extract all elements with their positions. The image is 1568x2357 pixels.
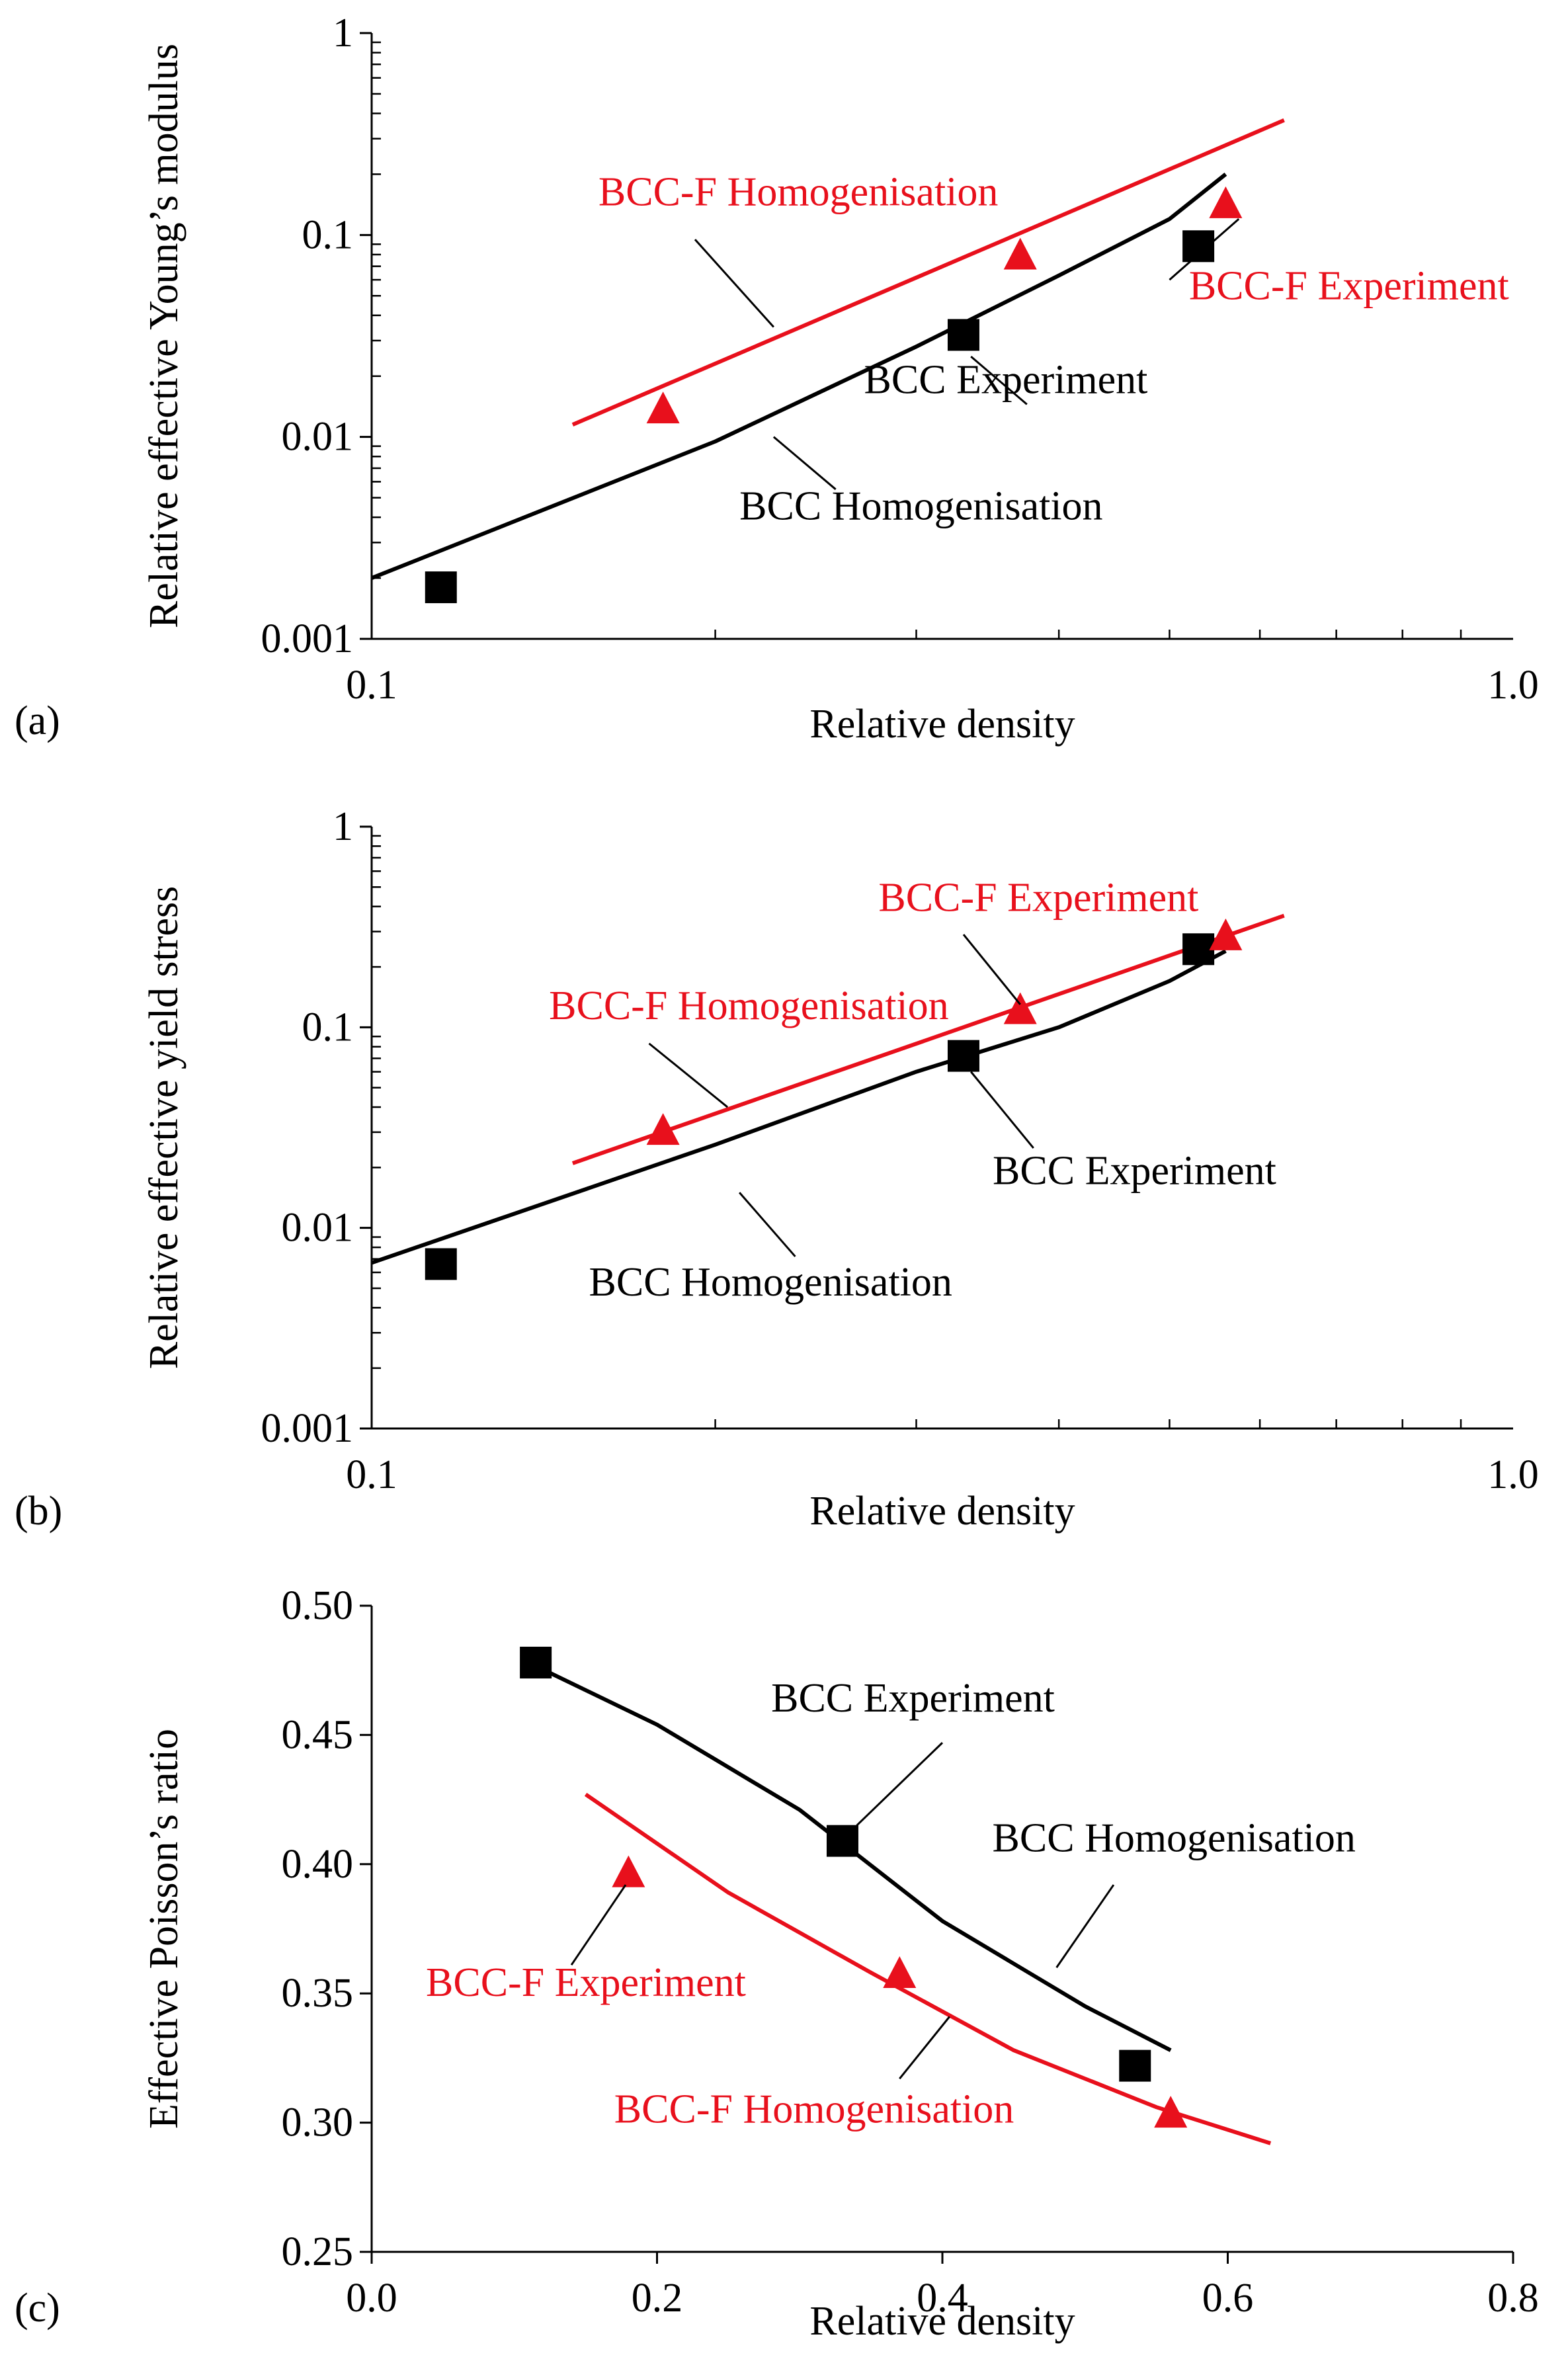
bcc-experiment-annotation: BCC Experiment	[993, 1149, 1276, 1194]
bcc-homogenisation-annotation: BCC Homogenisation	[993, 1815, 1356, 1860]
bcc-experiment-point	[1119, 2049, 1151, 2082]
bcc-f-homogenisation-leader-line	[899, 2016, 950, 2080]
y-tick-label: 1	[333, 11, 353, 56]
bcc-f-experiment-leader-line	[570, 1884, 627, 1966]
bcc-f-homogenisation-leader-line	[648, 1042, 729, 1108]
x-axis-title: Relative density	[809, 1489, 1075, 1534]
bcc-f-experiment-point	[646, 392, 680, 424]
x-tick-label: 0.0	[346, 2276, 397, 2321]
bcc-homogenisation-line	[370, 173, 1227, 580]
x-tick-label: 0.1	[346, 663, 397, 708]
bcc-f-experiment-point	[1209, 918, 1243, 950]
bcc-homogenisation-line	[371, 949, 1227, 1265]
bcc-homogenisation-leader-line	[772, 436, 837, 491]
y-tick-label: 0.45	[282, 1712, 354, 1757]
x-tick-label: 1.0	[1487, 663, 1539, 708]
panel-b-chart: 0.001 0.01 0.1 1 0.1 1.0 Relative density Relat…	[15, 804, 1539, 1534]
bcc-f-experiment-annotation: BCC-F Experiment	[878, 875, 1198, 920]
bcc-f-experiment-point	[1003, 992, 1037, 1024]
bcc-homogenisation-annotation: BCC Homogenisation	[739, 484, 1102, 529]
y-tick-label: 0.01	[282, 1206, 354, 1251]
bcc-experiment-leader-line	[856, 1742, 944, 1827]
y-tick-label: 0.001	[261, 1406, 354, 1451]
y-tick-label: 0.1	[302, 1005, 354, 1050]
bcc-experiment-leader-line	[970, 1071, 1034, 1149]
y-tick-label: 0.001	[261, 616, 354, 661]
x-axis-title: Relative density	[809, 2299, 1075, 2344]
bcc-homogenisation-leader-line	[1055, 1884, 1115, 1968]
bcc-experiment-point	[425, 1248, 457, 1280]
bcc-f-experiment-annotation: BCC-F Experiment	[1189, 264, 1509, 309]
bcc-experiment-annotation: BCC Experiment	[864, 357, 1148, 402]
y-tick-label: 0.1	[302, 212, 354, 257]
y-tick-label: 0.01	[282, 415, 354, 460]
bcc-f-experiment-point	[1209, 186, 1243, 218]
y-tick-label: 0.25	[282, 2229, 354, 2274]
x-tick-label: 0.4	[917, 2276, 968, 2321]
y-axis-title: Relative effective Young’s modulus	[142, 44, 186, 628]
panel-label: (c)	[15, 2286, 60, 2331]
y-tick-label: 0.50	[282, 1583, 354, 1628]
bcc-f-experiment-annotation: BCC-F Experiment	[426, 1960, 746, 2005]
bcc-experiment-point	[520, 1646, 552, 1678]
bcc-experiment-point	[1182, 230, 1215, 263]
bcc-homogenisation-line	[527, 1661, 1172, 2052]
bcc-f-homogenisation-line	[571, 118, 1285, 427]
panel-a-chart: 0.001 0.01 0.1 1 0.1 1.0 Relative density Relat…	[15, 11, 1539, 747]
bcc-f-experiment-leader-line	[962, 934, 1021, 1005]
bcc-f-homogenisation-leader-line	[694, 239, 774, 328]
y-tick-label: 0.35	[282, 1971, 354, 2016]
bcc-f-homogenisation-annotation: BCC-F Homogenisation	[549, 983, 949, 1028]
y-axis-title: Relative effective yield stress	[142, 886, 186, 1370]
panel-c-chart: 0.25 0.30 0.35 0.40 0.45 0.50 0.0 0.2 0.4 0.6 0.8 R…	[15, 1583, 1539, 2344]
bcc-experiment-annotation: BCC Experiment	[771, 1676, 1055, 1721]
panel-label: (b)	[15, 1489, 62, 1534]
y-tick-label: 0.30	[282, 2100, 354, 2145]
y-tick-label: 0.40	[282, 1842, 354, 1887]
x-tick-label: 1.0	[1487, 1452, 1539, 1497]
x-axis-title: Relative density	[809, 702, 1075, 747]
bcc-experiment-point	[1182, 933, 1215, 966]
bcc-f-homogenisation-annotation: BCC-F Homogenisation	[598, 170, 999, 215]
bcc-experiment-point	[947, 319, 979, 351]
bcc-f-experiment-point	[646, 1113, 680, 1145]
bcc-f-experiment-point	[1154, 2096, 1188, 2128]
bcc-f-homogenisation-annotation: BCC-F Homogenisation	[614, 2087, 1014, 2132]
bcc-f-homogenisation-line	[571, 913, 1285, 1165]
x-tick-label: 0.8	[1487, 2276, 1539, 2321]
y-axis-title: Effective Poisson’s ratio	[142, 1729, 186, 2129]
x-tick-label: 0.1	[346, 1452, 397, 1497]
bcc-f-experiment-point	[1003, 237, 1037, 270]
bcc-f-experiment-leader-line	[1169, 218, 1240, 281]
x-tick-label: 0.6	[1202, 2276, 1254, 2321]
panel-label: (a)	[15, 698, 60, 743]
bcc-experiment-point	[947, 1040, 979, 1072]
bcc-f-experiment-point	[612, 1855, 645, 1887]
x-tick-label: 0.2	[632, 2276, 683, 2321]
bcc-f-experiment-point	[883, 1956, 917, 1989]
bcc-experiment-leader-line	[970, 356, 1028, 405]
bcc-homogenisation-annotation: BCC Homogenisation	[589, 1260, 952, 1305]
bcc-homogenisation-leader-line	[739, 1192, 796, 1257]
y-tick-label: 1	[333, 804, 353, 849]
bcc-experiment-point	[425, 571, 457, 604]
bcc-experiment-point	[826, 1825, 858, 1857]
